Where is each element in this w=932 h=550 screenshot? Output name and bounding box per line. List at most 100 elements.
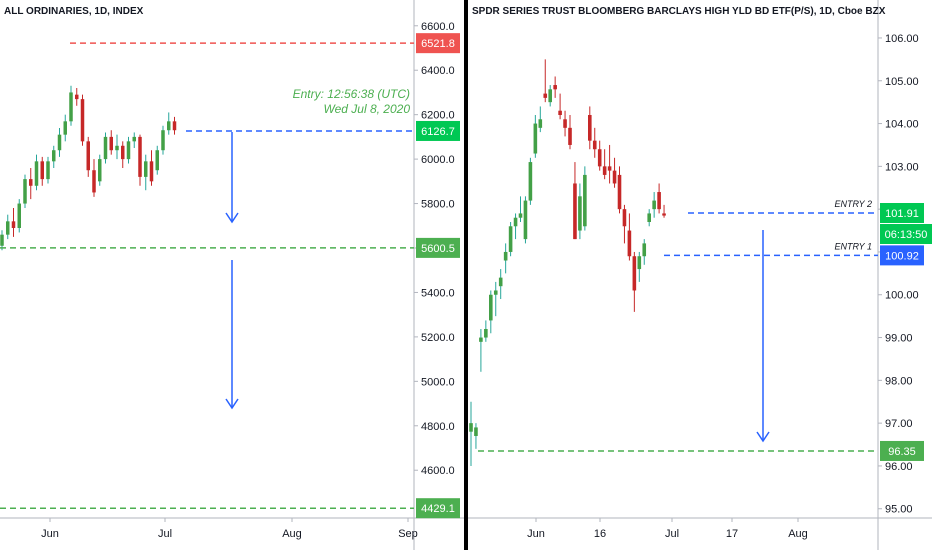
candle-body — [493, 290, 498, 295]
x-tick-label: Jun — [41, 528, 59, 540]
candle-body — [662, 213, 666, 216]
candle-body — [588, 114, 592, 141]
level-badge — [880, 440, 924, 461]
level-badge — [416, 237, 460, 258]
down-arrow-head — [225, 398, 239, 410]
candle-body — [657, 192, 661, 210]
x-tick-label: Aug — [788, 528, 808, 540]
candle-body — [23, 179, 27, 204]
candle-body — [592, 140, 597, 150]
candle-body — [138, 136, 142, 177]
right-chart-svg[interactable]: 95.0096.0097.0098.0099.00100.00101.00102… — [468, 0, 932, 550]
candle-body — [647, 213, 651, 222]
candle-body — [92, 170, 96, 193]
y-tick-label: 99.00 — [885, 333, 913, 345]
candle-body — [617, 174, 622, 210]
y-tick-label: 6600.0 — [421, 21, 455, 33]
down-arrow-head — [225, 212, 239, 224]
candle-body — [612, 170, 617, 184]
candle-body — [602, 166, 607, 175]
y-tick-label: 6000.0 — [421, 154, 455, 166]
entry-note-date: Wed Jul 8, 2020 — [323, 102, 410, 116]
level-badge-label: 100.92 — [885, 250, 919, 262]
y-tick-label: 103.00 — [885, 161, 919, 173]
candle-body — [167, 121, 171, 131]
x-tick-label: Jun — [527, 528, 545, 540]
level-badge-label: 4429.1 — [421, 503, 455, 515]
candle-body — [17, 203, 21, 228]
y-tick-label: 5000.0 — [421, 376, 455, 388]
candle-body — [553, 85, 557, 90]
candle-body — [484, 328, 488, 338]
candle-body — [543, 93, 548, 98]
y-tick-label: 5800.0 — [421, 199, 455, 211]
candle-body — [69, 92, 73, 122]
left-chart-title: ALL ORDINARIES, 1D, INDEX — [4, 6, 144, 17]
candle-body — [109, 136, 113, 151]
candle-body — [29, 179, 33, 186]
candle-body — [523, 200, 528, 240]
y-tick-label: 96.00 — [885, 461, 913, 473]
level-badge-label: 6126.7 — [421, 126, 455, 138]
level-badge-label: 6521.8 — [421, 38, 455, 50]
right-chart-title: SPDR SERIES TRUST BLOOMBERG BARCLAYS HIG… — [472, 6, 886, 17]
candle-body — [632, 256, 637, 291]
x-tick-label: Jul — [665, 528, 679, 540]
candle-body — [115, 145, 119, 151]
candle-body — [622, 209, 627, 227]
left-chart-svg[interactable]: 4600.04800.05000.05200.05400.05600.05800… — [0, 0, 464, 550]
y-tick-label: 5400.0 — [421, 287, 455, 299]
candle-body — [63, 121, 67, 135]
level-badge — [416, 498, 460, 519]
candle-body — [548, 89, 552, 103]
y-tick-label: 5200.0 — [421, 332, 455, 344]
panel-divider[interactable] — [464, 0, 468, 550]
x-tick-label: 17 — [726, 528, 738, 540]
candle-body — [489, 294, 493, 321]
candle-body — [103, 136, 108, 160]
candle-body — [637, 256, 642, 270]
candle-body — [86, 141, 90, 171]
candle-body — [568, 127, 572, 145]
level-name-label: ENTRY 2 — [834, 199, 872, 209]
x-tick-label: Jul — [158, 528, 172, 540]
candle-body — [607, 166, 612, 171]
candle-body — [469, 423, 473, 432]
candle-body — [538, 119, 543, 128]
candle-body — [144, 161, 148, 177]
candle-body — [126, 141, 131, 160]
level-name-label: ENTRY 1 — [834, 241, 872, 251]
candle-body — [627, 230, 632, 257]
down-arrow-head — [756, 431, 770, 443]
candle-body — [498, 277, 503, 287]
left-chart-panel[interactable]: 4600.04800.05000.05200.05400.05600.05800… — [0, 0, 464, 550]
level-badge-label: 5600.5 — [421, 243, 455, 255]
candle-body — [57, 134, 62, 151]
x-tick-label: Sep — [398, 528, 418, 540]
countdown-badge — [880, 224, 932, 245]
candle-body — [34, 161, 39, 186]
candle-body — [563, 119, 567, 128]
x-tick-label: Aug — [282, 528, 302, 540]
candle-body — [578, 196, 582, 231]
y-tick-label: 4800.0 — [421, 421, 455, 433]
y-tick-label: 100.00 — [885, 290, 919, 302]
level-badge — [416, 33, 460, 54]
candle-body — [121, 145, 125, 160]
level-badge-label: 101.91 — [885, 208, 919, 220]
y-tick-label: 6400.0 — [421, 65, 455, 77]
candle-body — [474, 427, 478, 436]
candle-body — [172, 121, 177, 131]
candle-body — [6, 221, 10, 235]
x-tick-label: 16 — [594, 528, 606, 540]
level-badge — [880, 203, 924, 224]
countdown-label: 06:13:50 — [885, 229, 928, 241]
candle-body — [503, 251, 508, 261]
y-tick-label: 98.00 — [885, 375, 913, 387]
right-chart-panel[interactable]: 95.0096.0097.0098.0099.00100.00101.00102… — [468, 0, 932, 550]
y-tick-label: 105.00 — [885, 76, 919, 88]
candle-body — [75, 94, 79, 100]
candle-body — [652, 200, 656, 210]
candle-body — [528, 162, 533, 201]
candle-body — [513, 217, 518, 227]
